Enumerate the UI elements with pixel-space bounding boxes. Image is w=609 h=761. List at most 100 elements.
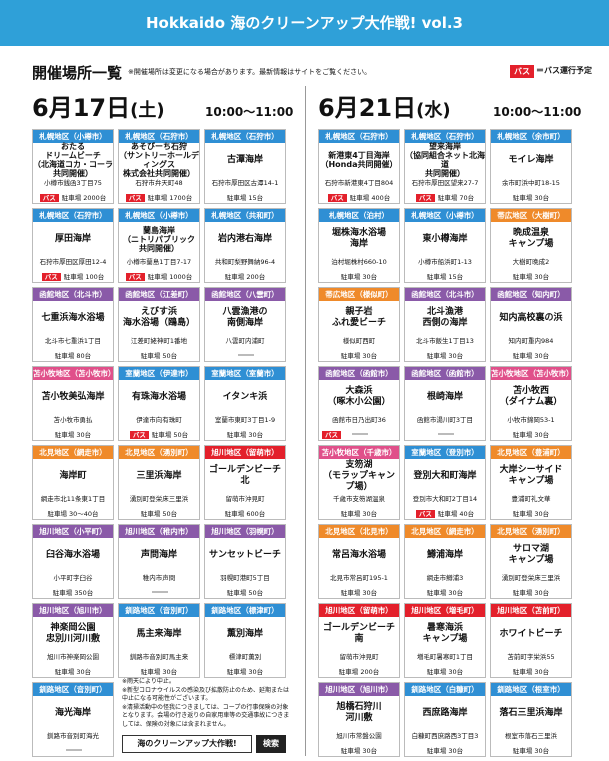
venue-name: 厚田海岸 <box>54 233 91 244</box>
parking-count: 駐車場 100台 <box>63 273 105 281</box>
venue-name: 鱒浦海岸 <box>426 549 463 560</box>
section-title: 開催場所一覧 <box>32 64 123 82</box>
parking-count: 駐車場 15台 <box>226 194 264 202</box>
venue-card: 函館地区（函館市） 大森浜 （啄木小公園） 函館市日乃出町36 バス <box>318 366 400 441</box>
region-label: 旭川地区（増毛町） <box>405 604 485 617</box>
venue-name: 北斗漁港 西側の海岸 <box>422 307 468 328</box>
parking-count: 駐車場 400台 <box>349 194 391 202</box>
venue-address: 釧路市音別町海光 <box>47 732 99 740</box>
venue-address: 湧別町登栄床三里浜 <box>129 495 189 503</box>
venue-address: 苫小牧市勇払 <box>53 416 93 424</box>
venue-name: 大岸シーサイド キャンプ場 <box>499 465 563 486</box>
venue-name: 海光海岸 <box>54 707 91 718</box>
time-left: 10:00〜11:00 <box>205 105 294 119</box>
venue-address: 苫前町字栄浜55 <box>507 653 555 661</box>
parking-info: 駐車場 350台 <box>33 587 113 597</box>
venue-address: 伊達市向有珠町 <box>136 416 182 424</box>
venue-card: 札幌地区（泊村） 堀株海水浴場 海岸 泊村堀株村660-10 駐車場 30台 <box>318 208 400 283</box>
venue-card: 帯広地区（大樹町） 晩成温泉 キャンプ場 大樹町晩成2 駐車場 30台 <box>490 208 572 283</box>
parking-count: 駐車場 30台 <box>340 510 378 518</box>
venue-address: 泊村堀株村660-10 <box>331 258 387 266</box>
venue-card: 札幌地区（石狩市） 新港東4丁目海岸 （Honda共同開催） 石狩市新港東4丁目80… <box>318 129 400 204</box>
parking-count: 駐車場 30台 <box>512 510 550 518</box>
parking-count: 駐車場 15台 <box>426 273 464 281</box>
venue-name: 神楽岡公園 忠別川河川敷 <box>45 623 100 644</box>
venue-card: 旭川地区（稚内市） 声問海岸 稚内市声問 <box>118 524 200 599</box>
region-label: 札幌地区（余市町） <box>491 130 571 143</box>
bus-legend-text: ＝バス運行予定 <box>536 66 592 75</box>
venue-address: 北斗市七重浜1丁目 <box>44 337 102 345</box>
parking-info: 駐車場 30台 <box>405 587 485 597</box>
parking-count: 駐車場 30台 <box>226 668 264 676</box>
region-label: 釧路地区（音別町） <box>119 604 199 617</box>
venue-address: 羽幌町港町5丁目 <box>220 574 270 582</box>
parking-info: 駐車場 15台 <box>405 271 485 281</box>
venue-address: 千歳市支笏湖温泉 <box>333 495 385 503</box>
venue-address: 石狩市厚田区厚田12-4 <box>39 258 107 266</box>
venue-address: 江差町姥神町1番地 <box>130 337 188 345</box>
venue-card: 釧路地区（音別町） 馬主来海岸 釧路市音別町馬主来 駐車場 30台 <box>118 603 200 678</box>
region-label: 札幌地区（小樽市） <box>33 130 113 143</box>
venue-address: 豊浦町礼文華 <box>511 495 551 503</box>
venue-name: 根崎海岸 <box>426 391 463 402</box>
parking-count: 駐車場 600台 <box>224 510 266 518</box>
venue-name: 大森浜 （啄木小公園） <box>327 386 391 407</box>
venue-card: 札幌地区（余市町） モイレ海岸 余市町浜中町18-15 駐車場 30台 <box>490 129 572 204</box>
parking-info: 駐車場 30〜40台 <box>33 508 113 518</box>
venue-address: 小平町字臼谷 <box>53 574 93 582</box>
bus-badge: バス <box>327 194 347 202</box>
region-label: 北見地区（湧別町） <box>491 525 571 538</box>
venue-address: 知内町重内984 <box>508 337 554 345</box>
venue-address: 湧別町登栄床三里浜 <box>501 574 561 582</box>
bus-badge: バス <box>41 273 61 281</box>
region-label: 札幌地区（泊村） <box>319 209 399 222</box>
parking-count: 駐車場 30台 <box>340 747 378 755</box>
venue-card: 苫小牧地区（苫小牧市） 苫小牧西 （ダイナム裏） 小牧市錦岡53-1 駐車場 30台 <box>490 366 572 441</box>
venue-card: 函館地区（北斗市） 七重浜海水浴場 北斗市七重浜1丁目 駐車場 80台 <box>32 287 114 362</box>
region-label: 札幌地区（石狩市） <box>205 130 285 143</box>
region-label: 旭川地区（旭川市） <box>33 604 113 617</box>
no-parking-dash <box>152 591 168 593</box>
region-label: 札幌地区（石狩市） <box>319 130 399 143</box>
venue-address: 室蘭市東町3丁目1-9 <box>214 416 276 424</box>
venue-address: 函館市日乃出町36 <box>332 416 386 424</box>
venue-card: 札幌地区（石狩市） 厚田海岸石狩市厚田区厚田12-4 バス 駐車場 100台 <box>32 208 114 283</box>
parking-info: 駐車場 30台 <box>491 192 571 202</box>
venue-name: 海岸町 <box>59 470 87 481</box>
parking-info: 駐車場 30台 <box>491 429 571 439</box>
venue-address: 登別市大和町2丁目14 <box>412 495 478 503</box>
notes: ※雨天により中止。 ※新型コロナウイルスの感染及び拡散防止のため、延期または中止… <box>122 678 290 728</box>
venue-card: 室蘭地区（室蘭市） イタンキ浜 室蘭市東町3丁目1-9 駐車場 30台 <box>204 366 286 441</box>
date-right: 6月21日(水) <box>318 88 451 123</box>
venue-name: あそびーち石狩 （サントリーホールディングス 株式会社共同開催） <box>119 142 199 178</box>
region-label: 札幌地区（石狩市） <box>33 209 113 222</box>
parking-info: バス 駐車場 400台 <box>319 192 399 202</box>
venue-card: 札幌地区（石狩市） 古潭海岸 石狩市厚田区古潭14-1 駐車場 15台 <box>204 129 286 204</box>
parking-count: 駐車場 40台 <box>437 510 475 518</box>
parking-count: 駐車場 50台 <box>151 431 189 439</box>
venue-name: 声問海岸 <box>140 549 177 560</box>
parking-count: 駐車場 30台 <box>340 352 378 360</box>
parking-info: 駐車場 30台 <box>319 508 399 518</box>
parking-info: 駐車場 30台 <box>33 429 113 439</box>
bus-badge: バス <box>415 194 435 202</box>
venue-name: 臼谷海水浴場 <box>45 549 100 560</box>
parking-info: 駐車場 30台 <box>491 587 571 597</box>
region-label: 北見地区（網走市） <box>405 525 485 538</box>
parking-count: 駐車場 50台 <box>140 352 178 360</box>
region-label: 函館地区（北斗市） <box>33 288 113 301</box>
venue-name: 旭橋石狩川 河川敷 <box>336 702 382 723</box>
parking-info: 駐車場 50台 <box>119 508 199 518</box>
venue-name: 東小樽海岸 <box>422 233 468 244</box>
parking-info: 駐車場 200台 <box>205 271 285 281</box>
venue-address: 石狩市厚田区古潭14-1 <box>211 179 279 187</box>
venue-card: 北見地区（北見市） 常呂海水浴場 北見市常呂町195-1 駐車場 30台 <box>318 524 400 599</box>
venue-card: 室蘭地区（伊達市） 有珠海水浴場 伊達市向有珠町 バス 駐車場 50台 <box>118 366 200 441</box>
region-label: 帯広地区（様似町） <box>319 288 399 301</box>
parking-count: 駐車場 1700台 <box>147 194 193 202</box>
venue-card: 北見地区（豊浦町） 大岸シーサイド キャンプ場 豊浦町礼文華 駐車場 30台 <box>490 445 572 520</box>
venue-name: 晩成温泉 キャンプ場 <box>508 228 554 249</box>
venue-card: 旭川地区（留萌市） ゴールデンビーチ南 留萌市沖見町 駐車場 200台 <box>318 603 400 678</box>
parking-count: 駐車場 30台 <box>512 431 550 439</box>
no-parking-dash <box>352 433 368 435</box>
